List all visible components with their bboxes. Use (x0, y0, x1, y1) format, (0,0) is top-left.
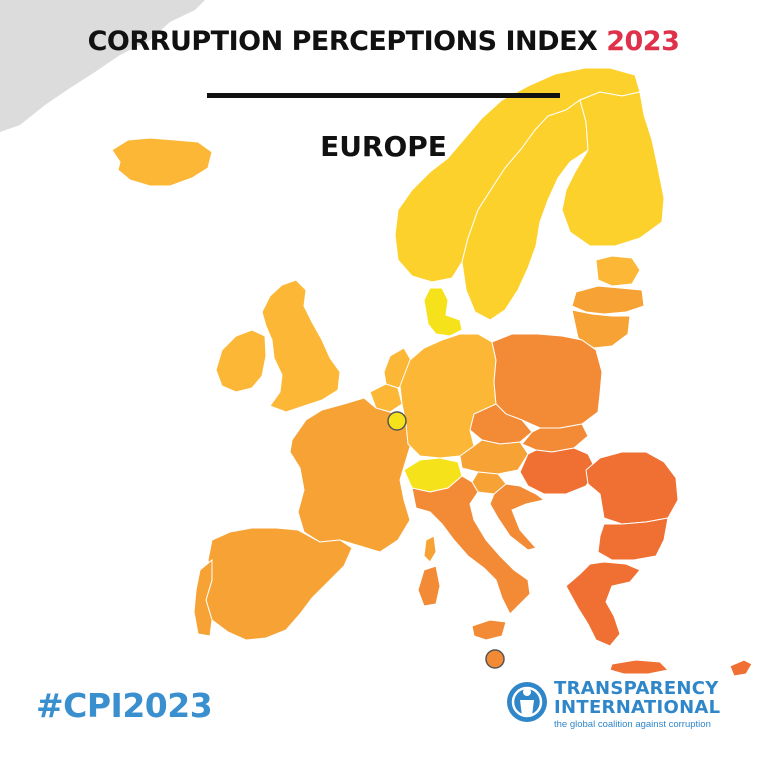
logo-line-2: INTERNATIONAL (554, 697, 721, 718)
country-malta-marker[interactable] (485, 649, 505, 669)
country-estonia[interactable] (595, 255, 641, 287)
hashtag-label: #CPI2023 (36, 686, 213, 725)
country-portugal[interactable] (193, 558, 213, 637)
country-poland[interactable] (491, 333, 603, 429)
title-divider (207, 93, 560, 98)
country-france-corsica[interactable] (423, 535, 437, 563)
country-cyprus[interactable] (729, 659, 753, 677)
country-latvia[interactable] (571, 285, 645, 315)
country-iceland[interactable] (111, 137, 213, 187)
region-subtitle: EUROPE (320, 130, 447, 163)
country-sweden[interactable] (461, 99, 589, 321)
country-finland[interactable] (561, 91, 665, 247)
country-bulgaria[interactable] (597, 517, 669, 561)
country-italy[interactable] (411, 475, 531, 615)
country-spain[interactable] (205, 527, 353, 641)
page-title: CORRUPTION PERCEPTIONS INDEX 2023 (0, 26, 767, 57)
country-ireland[interactable] (215, 329, 267, 393)
country-italy-sicily[interactable] (471, 619, 507, 641)
logo-line-1: TRANSPARENCY (554, 678, 719, 699)
western-balkans-outside (512, 486, 606, 586)
title-year: 2023 (606, 26, 680, 57)
country-greece[interactable] (565, 561, 641, 647)
greenland-outside (0, 0, 205, 132)
country-luxembourg-marker[interactable] (387, 411, 407, 431)
country-denmark[interactable] (423, 287, 463, 337)
country-greece-crete[interactable] (609, 659, 670, 675)
country-italy-sardinia[interactable] (417, 565, 441, 607)
country-france[interactable] (289, 397, 413, 553)
transparency-international-globe-icon (507, 682, 547, 722)
logo-tagline: the global coalition against corruption (554, 719, 711, 730)
transparency-international-logo[interactable]: TRANSPARENCY INTERNATIONAL the global co… (505, 678, 745, 734)
country-united-kingdom[interactable] (261, 279, 341, 413)
country-romania[interactable] (585, 451, 679, 525)
country-slovakia[interactable] (521, 423, 589, 453)
country-czechia[interactable] (469, 403, 533, 445)
title-text: CORRUPTION PERCEPTIONS INDEX (87, 26, 598, 57)
